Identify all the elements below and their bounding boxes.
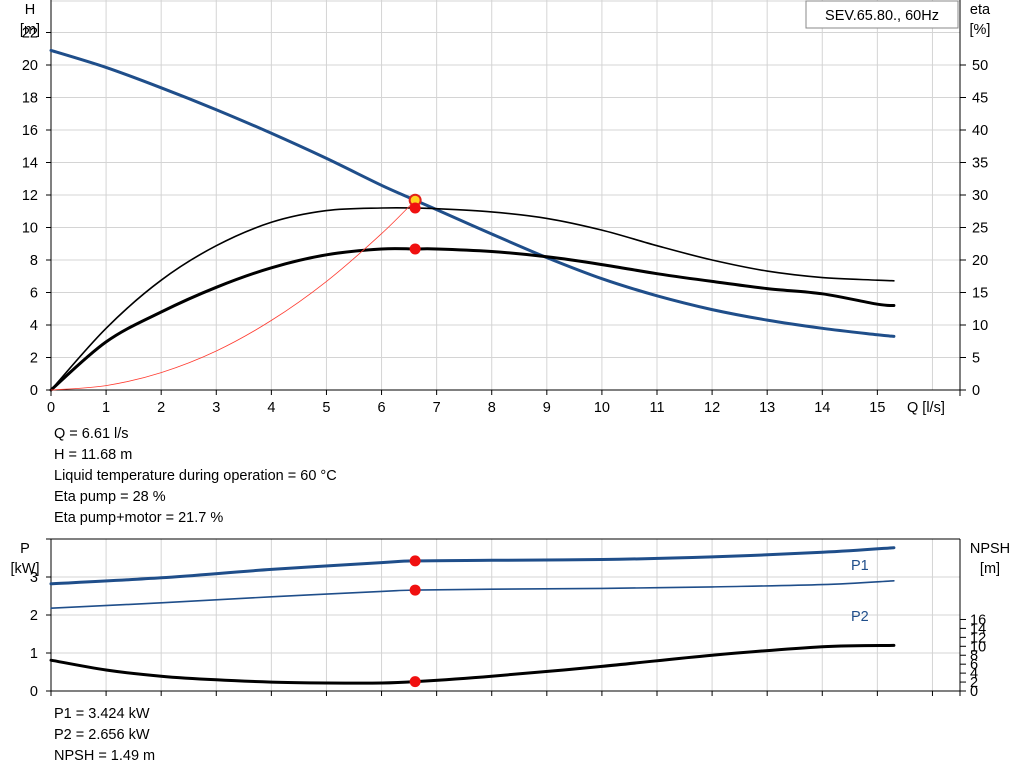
y-right-tick-label: 14 [970,621,986,637]
x-tick-label: 7 [433,400,441,416]
chart-title: SEV.65.80., 60Hz [825,8,939,24]
x-tick-label: 5 [322,400,330,416]
readout-npsh: NPSH = 1.49 m [54,748,156,764]
x-tick-label: 0 [47,400,55,416]
y-left-tick-label: 0 [30,684,38,700]
grid [50,538,960,692]
p2-curve [50,580,895,609]
y-left-tick-label: 6 [30,286,38,302]
readout-p2: P2 = 2.656 kW [54,727,150,743]
grid [50,0,960,391]
y-right-tick-label: 35 [972,156,988,172]
x-tick-label: 8 [488,400,496,416]
x-tick-label: 12 [704,400,720,416]
y-right-tick-label: 45 [972,91,988,107]
y-left-tick-label: 2 [30,608,38,624]
p1-curve [49,546,896,586]
y-right-tick-label: 6 [970,657,978,673]
title-box [805,0,959,29]
x-tick-label: 15 [869,400,885,416]
x-tick-label: 1 [102,400,110,416]
head-curve [49,48,896,338]
readout-flow: Q = 6.61 l/s [54,426,129,442]
y-left-axis-unit: [kW] [11,561,40,577]
y-left-tick-label: 12 [22,188,38,204]
x-tick-label: 9 [543,400,551,416]
x-tick-label: 14 [814,400,830,416]
y-right-tick-label: 50 [972,58,988,74]
y-left-tick-label: 16 [22,123,38,139]
head-efficiency-chart: 0 1 2 3 4 5 6 7 8 9 10 11 12 13 14 15 Q [l/s]02468101214… [20,0,991,416]
y-right-axis-unit: [m] [980,561,1000,577]
operating-point-marker [409,202,421,214]
readout-p1: P1 = 3.424 kW [54,706,150,722]
y-right-tick-label: 5 [972,351,980,367]
operating-point-marker [409,676,421,688]
y-right-tick-label: 4 [970,666,978,682]
readout-eta-pump-motor: Eta pump+motor = 21.7 % [54,510,224,526]
y-left-tick-label: 4 [30,318,38,334]
y-left-tick-label: 10 [22,221,38,237]
y-right-tick-label: 10 [970,639,986,655]
y-right-tick-label: 10 [972,318,988,334]
y-left-tick-label: 1 [30,646,38,662]
operating-point-marker [409,243,421,255]
y-left-tick-label: 14 [22,156,38,172]
x-tick-label: 13 [759,400,775,416]
y-right-tick-label: 30 [972,188,988,204]
y-left-tick-label: 20 [22,58,38,74]
y-right-tick-label: 0 [970,684,978,700]
readout-liquid-temperature: Liquid temperature during operation = 60… [54,468,337,484]
y-left-tick-label: 3 [30,570,38,586]
y-right-axis-label: eta [970,2,991,18]
x-axis-label: Q [l/s] [907,400,945,416]
y-right-tick-label: 16 [970,612,986,628]
y-left-tick-label: 22 [22,26,38,42]
npsh-curve [49,643,896,685]
operating-point-marker [409,584,421,596]
y-left-tick-label: 18 [22,91,38,107]
y-right-tick-label: 25 [972,221,988,237]
y-right-tick-label: 2 [970,675,978,691]
efficiency-pump-motor-curve [49,247,896,392]
x-tick-label: 10 [594,400,610,416]
y-left-axis-label: P [20,541,30,557]
y-left-axis-unit: [m] [20,22,40,38]
y-left-axis-label: H [25,2,35,18]
x-tick-label: 2 [157,400,165,416]
y-right-tick-label: 0 [972,383,980,399]
y-right-axis-label: NPSH [970,541,1010,557]
x-tick-label: 4 [267,400,275,416]
readout-head: H = 11.68 m [54,447,133,463]
y-right-tick-label: 8 [970,648,978,664]
y-right-axis-unit: [%] [970,22,991,38]
y-left-tick-label: 2 [30,351,38,367]
y-right-tick-label: 40 [972,123,988,139]
y-right-tick-label: 12 [970,630,986,646]
operating-point-marker [409,555,421,567]
efficiency-pump-curve [50,206,895,391]
readout-eta-pump: Eta pump = 28 % [54,489,166,505]
p1-curve-label: P1 [851,558,869,574]
y-left-tick-label: 0 [30,383,38,399]
x-tick-label: 6 [378,400,386,416]
x-tick-label: 11 [649,400,664,416]
p2-curve-label: P2 [851,609,869,625]
x-tick-label: 3 [212,400,220,416]
system-curve [50,199,416,391]
y-right-tick-label: 15 [972,286,988,302]
y-right-tick-label: 20 [972,253,988,269]
y-left-tick-label: 8 [30,253,38,269]
